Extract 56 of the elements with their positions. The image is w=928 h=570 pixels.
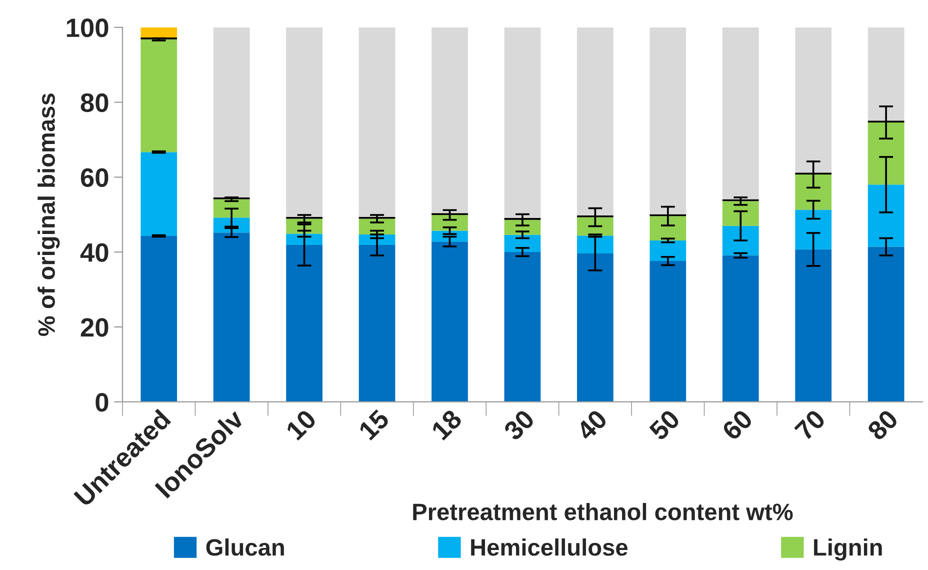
x-tick-label: 40 (575, 408, 608, 442)
y-tick-label: 100 (66, 18, 108, 38)
x-tick-label: 30 (502, 408, 536, 442)
bar (286, 27, 322, 217)
bar (577, 217, 614, 236)
bar (432, 242, 468, 402)
bar (795, 210, 832, 250)
legend-label: Lignin (814, 538, 882, 561)
bar (213, 232, 250, 402)
bar (650, 27, 686, 214)
bar (213, 27, 250, 198)
bar (358, 27, 396, 217)
bar (868, 27, 904, 121)
bar (286, 244, 322, 402)
bar (577, 254, 614, 402)
x-tick-label: 18 (430, 408, 463, 441)
x-tick-label: 15 (358, 408, 390, 441)
x-axis-title: Pretreatment ethanol content wt% (413, 502, 793, 520)
bar (140, 152, 178, 236)
bar (868, 184, 904, 247)
bar (140, 236, 178, 402)
legend-label: Glucan (206, 538, 284, 556)
bar (795, 249, 832, 402)
bar (286, 234, 322, 245)
bar (432, 27, 468, 214)
bar (650, 216, 686, 240)
bar (868, 246, 904, 402)
bar (432, 214, 468, 231)
bar (868, 122, 904, 185)
y-tick-label: 80 (80, 93, 108, 112)
bar (504, 27, 541, 218)
bar (140, 39, 178, 152)
y-axis-title: % of original biomass (38, 94, 60, 336)
legend-label: Hemicellulose (471, 538, 628, 556)
x-tick-label: 50 (648, 408, 681, 442)
bar (795, 174, 832, 210)
bar (722, 201, 759, 226)
bar (795, 27, 832, 173)
bar (504, 234, 541, 252)
y-tick-label: 60 (80, 168, 108, 187)
bar (722, 255, 759, 402)
x-tick-label: 70 (794, 408, 826, 442)
bar (650, 261, 686, 402)
bar (722, 226, 759, 256)
bar (577, 236, 614, 254)
x-tick-label: 80 (866, 408, 900, 442)
x-tick-label: 10 (285, 408, 318, 441)
bar (140, 27, 178, 38)
bar (358, 244, 396, 402)
bar (722, 27, 759, 200)
bar (504, 252, 541, 402)
bar (650, 240, 686, 262)
y-tick-label: 40 (80, 243, 108, 262)
x-tick-label: 60 (721, 408, 754, 442)
bar (577, 27, 614, 216)
y-tick-label: 20 (80, 318, 108, 337)
